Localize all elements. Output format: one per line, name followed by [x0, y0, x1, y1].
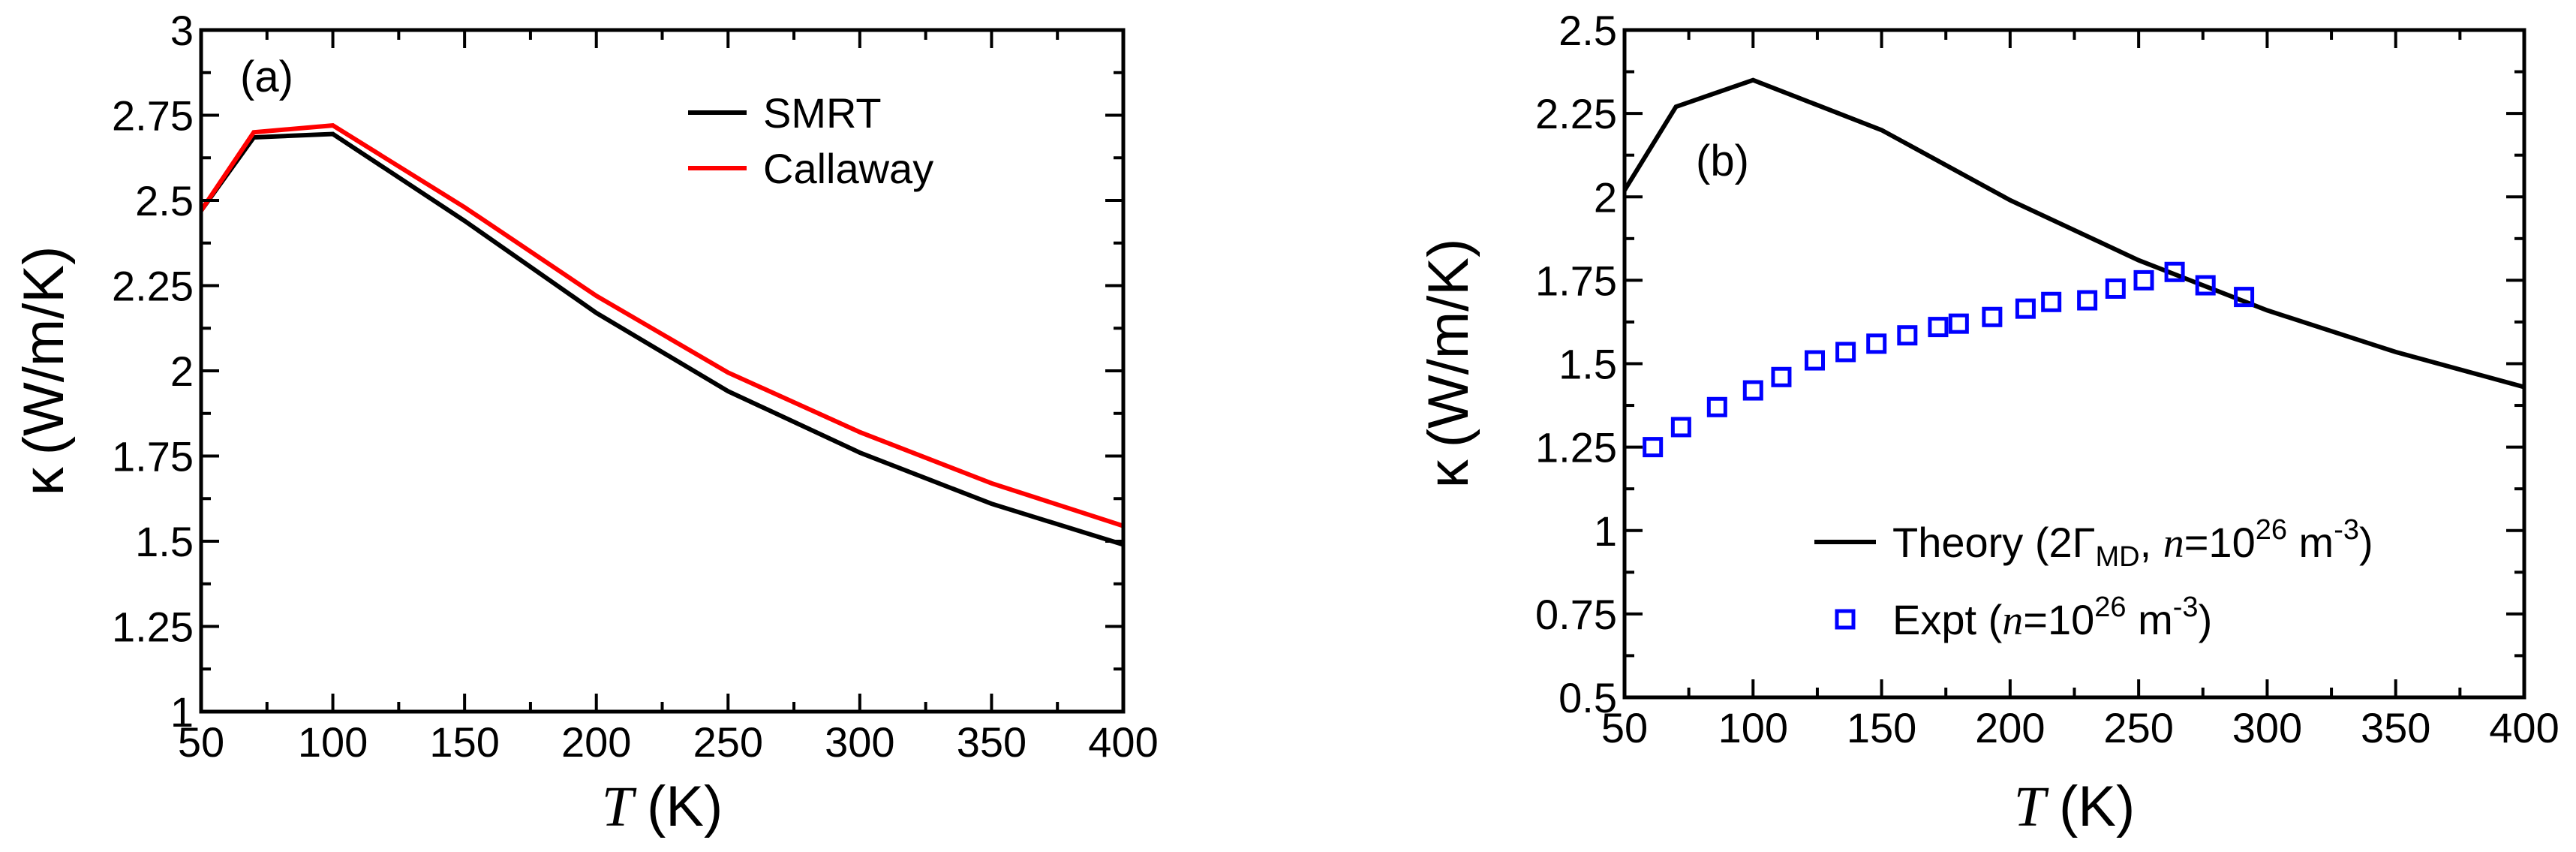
plot-frame	[199, 28, 1126, 714]
legend-label-theory: Theory (2ΓMD, n=1026 m-3)	[1892, 514, 2373, 573]
y-tick-label: 2	[1594, 173, 1617, 221]
x-tick-label: 250	[2103, 704, 2173, 751]
x-tick-label: 50	[1601, 704, 1648, 751]
legend-exp: 26	[2256, 514, 2287, 546]
legend-var: n	[2002, 598, 2023, 644]
y-tick-label: 1.25	[112, 604, 194, 651]
legend-label-callaway: Callaway	[763, 145, 933, 192]
data-point-expt	[1982, 306, 2003, 327]
y-tick-label: 0.75	[1535, 591, 1617, 638]
x-tick-label: 300	[2232, 704, 2302, 751]
x-tick-label: 200	[1975, 704, 2045, 751]
x-tick-label: 350	[2361, 704, 2430, 751]
x-axis-label: T (K)	[602, 775, 723, 838]
data-point-expt	[1670, 417, 1691, 438]
data-point-expt	[1897, 325, 1918, 346]
data-point-expt	[1706, 396, 1727, 417]
panel-a: 50 100 150 200 250 300 350 400 1 1.25 1.5 1.75 2 2.25…	[12, 7, 1159, 838]
legend-subscript: MD	[2095, 541, 2139, 573]
legend-eq: =10	[2184, 519, 2256, 566]
y-tick-label: 3	[170, 7, 194, 54]
x-tick-label: 300	[825, 718, 894, 766]
x-tick-label: 100	[1718, 704, 1788, 751]
x-tick-label: 200	[561, 718, 631, 766]
x-axis-label: T (K)	[2014, 775, 2136, 838]
legend-unit: m	[2287, 519, 2334, 566]
y-tick-label: 2.75	[112, 92, 194, 140]
x-axis-unit: (K)	[2059, 775, 2135, 838]
x-tick-label: 350	[957, 718, 1026, 766]
y-tick-label: 1.5	[1559, 341, 1617, 388]
data-point-expt	[2133, 269, 2154, 291]
data-point-expt	[2041, 291, 2062, 312]
x-tick-label: 250	[693, 718, 763, 766]
y-tick-label: 1.25	[1535, 424, 1617, 471]
y-axis-symbol: κ	[12, 466, 76, 495]
data-point-expt	[1835, 342, 1856, 363]
legend-name: SMRT	[763, 89, 882, 137]
y-tick-label: 2.25	[1535, 90, 1617, 137]
x-axis-unit: (K)	[647, 775, 723, 838]
x-tick-label: 400	[1088, 718, 1158, 766]
x-axis-symbol: T	[2014, 775, 2049, 838]
legend-eq: =10	[2023, 596, 2094, 643]
y-tick-label: 1.75	[1535, 257, 1617, 304]
data-point-expt	[1928, 317, 1949, 338]
data-point-expt	[1805, 350, 1826, 371]
series-line-callaway	[199, 123, 1124, 528]
x-tick-label: 150	[1847, 704, 1916, 751]
data-point-expt	[2015, 298, 2036, 319]
y-tick-label: 1.5	[135, 518, 194, 565]
y-tick-label: 2	[170, 348, 194, 395]
legend-label-expt: Expt (n=1026 m-3)	[1892, 592, 2212, 644]
y-axis-symbol: κ	[1417, 459, 1480, 488]
y-tick-label: 2.5	[135, 177, 194, 224]
series-line-smrt	[199, 131, 1124, 547]
y-axis-unit: (W/m/K)	[1417, 239, 1480, 448]
panel-b: 50 100 150 200 250 300 350 400 0.5 0.75 1 1.25 1.5 1.…	[1417, 7, 2559, 838]
panel-label: (a)	[240, 53, 293, 101]
x-axis-symbol: T	[602, 775, 637, 838]
data-point-expt	[1643, 437, 1664, 458]
panel-label: (b)	[1696, 137, 1749, 185]
x-tick-label: 150	[429, 718, 499, 766]
legend-marker-expt	[1835, 609, 1856, 630]
x-tick-label: 100	[298, 718, 368, 766]
y-tick-label: 2.5	[1559, 7, 1617, 54]
data-point-expt	[1771, 366, 1792, 387]
data-point-expt	[2234, 287, 2255, 308]
legend-label-smrt: SMRT	[763, 89, 882, 137]
legend-prefix: Theory (2Γ	[1892, 519, 2095, 566]
data-point-expt	[2077, 290, 2098, 311]
legend-unit-exp: -3	[2173, 592, 2199, 623]
y-tick-label: 1.75	[112, 433, 194, 480]
legend-suffix: )	[2359, 519, 2373, 566]
y-tick-label: 1	[170, 688, 194, 736]
y-tick-label: 1	[1594, 507, 1617, 555]
legend-exp: 26	[2094, 592, 2126, 623]
legend-name: Callaway	[763, 145, 933, 192]
data-point-expt	[1948, 313, 1969, 334]
y-axis-label: κ (W/m/K)	[1417, 239, 1480, 489]
data-point-expt	[2195, 275, 2216, 296]
legend-unit-exp: -3	[2334, 514, 2359, 546]
y-axis-unit: (W/m/K)	[12, 246, 76, 456]
legend-prefix: Expt (	[1892, 596, 2003, 643]
data-point-expt	[2164, 261, 2185, 282]
series-line-theory	[1622, 77, 2525, 390]
legend-var: n	[2163, 520, 2184, 567]
legend-unit: m	[2127, 596, 2173, 643]
data-point-expt	[1866, 333, 1887, 354]
y-tick-label: 0.5	[1559, 674, 1617, 721]
legend-suffix: )	[2199, 596, 2213, 643]
y-tick-label: 2.25	[112, 263, 194, 310]
legend-mid: ,	[2140, 519, 2163, 566]
data-point-expt	[1742, 380, 1763, 401]
x-tick-label: 400	[2489, 704, 2559, 751]
y-axis-label: κ (W/m/K)	[12, 246, 76, 496]
x-tick-label: 50	[178, 718, 224, 766]
data-point-expt	[2105, 278, 2126, 299]
